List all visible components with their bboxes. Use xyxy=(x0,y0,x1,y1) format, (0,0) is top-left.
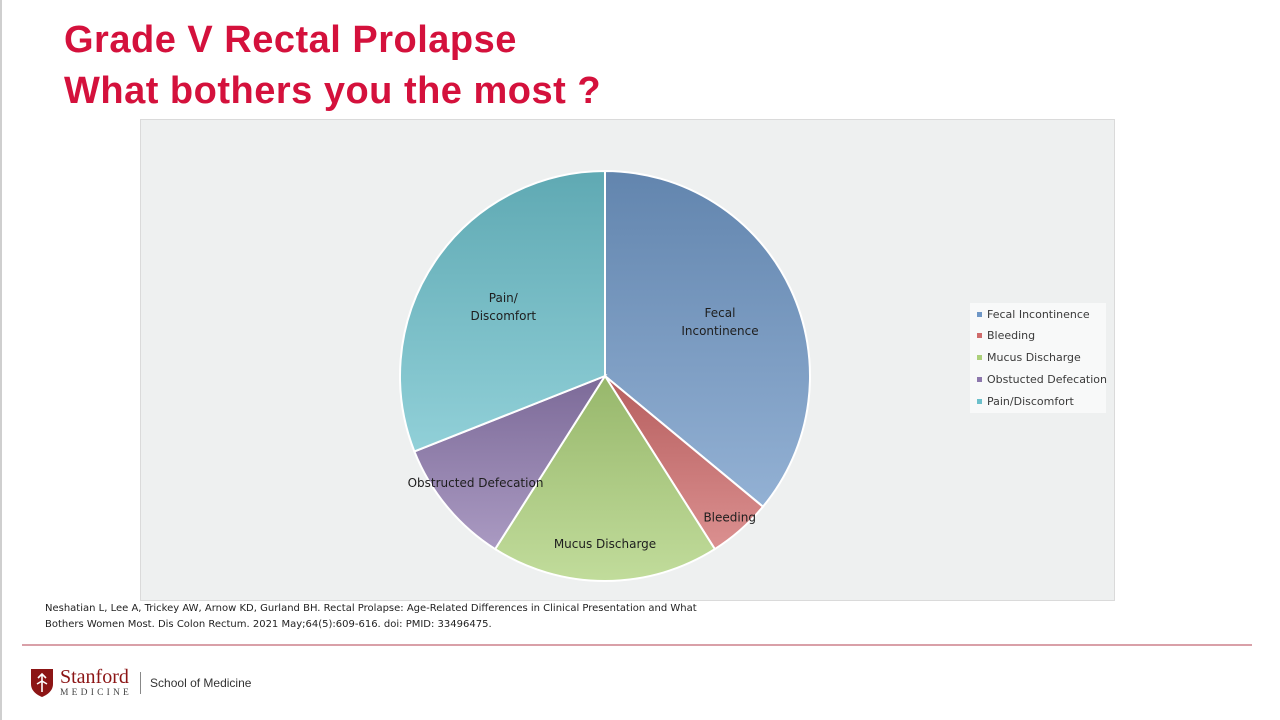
pie-slice-obstructed-defecation xyxy=(413,373,608,551)
legend-label: Fecal Incontinence xyxy=(987,307,1090,321)
school-name: School of Medicine xyxy=(150,676,252,690)
chart-area: Fecal Incontinence Bleeding Mucus Discharge… xyxy=(140,119,1115,601)
logo-divider xyxy=(140,672,142,694)
legend-swatch xyxy=(977,398,982,404)
chart-legend: Fecal Incontinence Bleeding Mucus Discharg… xyxy=(970,303,1107,413)
legend-label: Obstucted Defecation xyxy=(987,372,1108,386)
stanford-medicine-logo: Stanford MEDICINE School of Medicine xyxy=(30,666,251,700)
pie-chart: Fecal Incontinence Bleeding Mucus Discharge… xyxy=(399,169,812,582)
legend-label: Pain/Discomfort xyxy=(987,394,1074,408)
pie-labels: Fecal Incontinence Bleeding Mucus Discharge… xyxy=(408,291,759,551)
pie-slice-pain-discomfort xyxy=(399,169,606,453)
logo-wordmark: Stanford xyxy=(60,666,129,689)
citation-line: Bothers Women Most. Dis Colon Rectum. 20… xyxy=(45,619,492,630)
legend-label: Bleeding xyxy=(987,329,1036,343)
legend-label: Mucus Discharge xyxy=(987,351,1081,365)
legend-item: Obstucted Defecation xyxy=(977,372,1107,386)
pie-slices xyxy=(399,169,812,582)
pie-slice-fecal-incontinence xyxy=(604,169,812,509)
legend-item: Mucus Discharge xyxy=(977,351,1081,365)
legend-swatch xyxy=(977,355,982,361)
logo-subtext: MEDICINE xyxy=(60,688,133,699)
stanford-shield-icon xyxy=(31,669,53,697)
legend-item: Bleeding xyxy=(977,329,1035,343)
pie-label-mucus-discharge: Mucus Discharge xyxy=(554,537,656,551)
slide-title: Grade V Rectal Prolapse xyxy=(64,19,517,61)
slide-edge xyxy=(0,0,2,720)
pie-label-bleeding: Bleeding xyxy=(703,511,756,525)
legend-item: Pain/Discomfort xyxy=(977,394,1074,408)
citation-line: Neshatian L, Lee A, Trickey AW, Arnow KD… xyxy=(45,603,697,614)
slide-subtitle: What bothers you the most ? xyxy=(64,70,602,112)
legend-swatch xyxy=(977,311,982,317)
legend-swatch xyxy=(977,333,982,339)
legend-item: Fecal Incontinence xyxy=(977,307,1090,321)
footer-divider xyxy=(22,644,1252,646)
pie-label-fecal-incontinence: Fecal Incontinence xyxy=(681,306,758,338)
pie-slice-mucus-discharge xyxy=(493,374,717,582)
pie-label-obstructed-defecation: Obstructed Defecation xyxy=(408,476,544,490)
citation: Neshatian L, Lee A, Trickey AW, Arnow KD… xyxy=(45,601,785,633)
pie-label-pain-discomfort: Pain/Discomfort xyxy=(470,291,536,323)
legend-swatch xyxy=(977,376,982,382)
